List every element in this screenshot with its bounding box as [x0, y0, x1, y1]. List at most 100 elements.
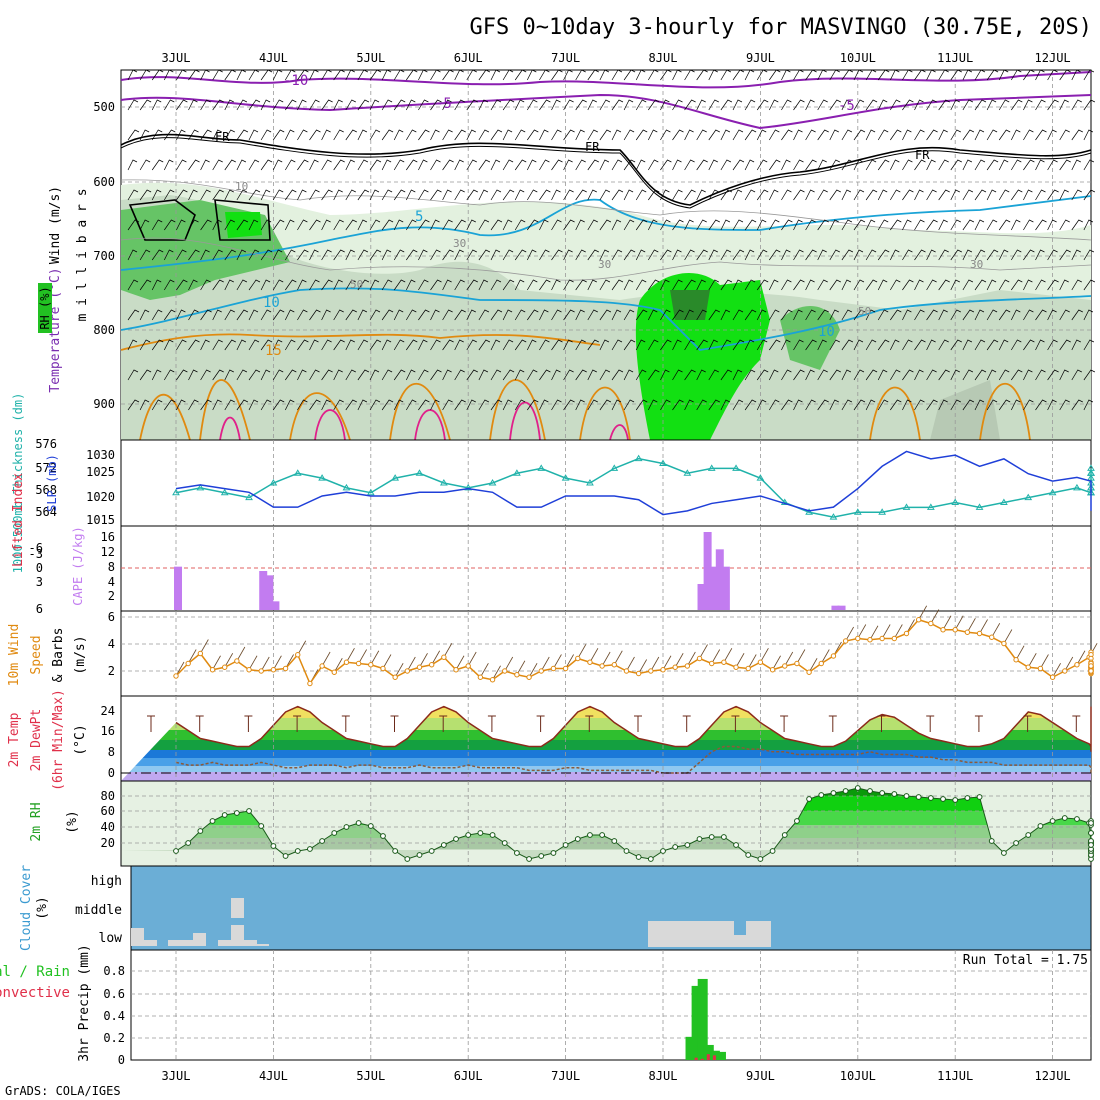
- wind-barb: [684, 339, 695, 351]
- precip-label-b: Convective: [0, 985, 70, 1001]
- axis-tick-label: 1020: [86, 490, 115, 504]
- wind-barb: [224, 249, 236, 261]
- wind-barb: [260, 99, 271, 111]
- wind-barb: [442, 309, 453, 321]
- temp-label-u: (°C): [73, 724, 88, 755]
- wind-barb: [950, 129, 961, 141]
- wind-barb: [188, 219, 199, 231]
- axis-tick-label: 16: [101, 530, 115, 544]
- wind-barb: [732, 69, 745, 81]
- wind10m-point: [331, 669, 337, 675]
- wind-barb: [139, 219, 150, 231]
- wind-barb: [962, 369, 974, 381]
- thickness-point: [1087, 474, 1095, 481]
- wind-barb: [1035, 369, 1046, 381]
- wind-barb: [986, 219, 998, 231]
- wind-barb: [684, 99, 696, 111]
- axis-tick-label: 0.2: [103, 1031, 125, 1045]
- wind-barb: [998, 129, 1011, 141]
- wind-barb: [744, 159, 755, 171]
- wind10m-point: [879, 635, 885, 642]
- wind-barb: [1071, 249, 1081, 261]
- wind-barb: [914, 339, 926, 351]
- wind-barb: [236, 159, 247, 171]
- wind-barb: [309, 159, 319, 171]
- wind-barb: [321, 189, 333, 201]
- rh2m-point: [599, 832, 606, 838]
- wind-barb: [272, 369, 284, 381]
- wind-barb: [526, 279, 538, 291]
- wind-barb: [756, 69, 768, 81]
- wind-barb: [696, 129, 707, 141]
- rh2m-point: [854, 785, 861, 791]
- date-tick-label: 3JUL: [162, 51, 191, 65]
- wind-barb: [769, 249, 781, 261]
- wind-barb: [611, 219, 622, 231]
- wind-barb: [381, 159, 392, 171]
- wind-barb: [877, 249, 890, 261]
- wind-barb: [648, 189, 660, 201]
- wind-barb: [853, 399, 866, 411]
- wind-barb: [551, 339, 563, 351]
- wind-barb: [781, 339, 791, 351]
- wind-barb: [309, 369, 320, 381]
- wind-barb: [442, 339, 454, 351]
- wind-barb: [1035, 219, 1047, 231]
- wind-barb: [768, 219, 780, 231]
- wind-barb: [369, 159, 382, 171]
- thickness-ticks: 576 572 568 564: [35, 437, 57, 519]
- wind-barb: [1035, 129, 1047, 141]
- wind-barb: [575, 189, 587, 201]
- wind-barb: [1010, 309, 1021, 321]
- wind-barb: [817, 279, 828, 291]
- wind-barb: [877, 399, 889, 411]
- wind-barb: [248, 339, 260, 351]
- wind-barb: [490, 249, 501, 261]
- wind-barb: [902, 249, 913, 261]
- wind-barb: [877, 339, 890, 351]
- date-tick-label: 3JUL: [162, 1069, 191, 1083]
- contour-label: 30: [453, 237, 466, 250]
- wind-barb: [781, 399, 793, 411]
- thickness-point: [196, 483, 205, 491]
- wind-barb: [297, 399, 308, 411]
- wind-barb: [817, 339, 827, 351]
- axis-tick-label: 8: [108, 560, 115, 574]
- axis-tick-label: 80: [101, 789, 115, 803]
- rh2m-point: [769, 848, 776, 854]
- wind-barb: [236, 99, 248, 111]
- wind-barb: [599, 339, 610, 351]
- wind-barb: [466, 99, 478, 111]
- wind-label-u: (m/s): [73, 635, 88, 674]
- wind-barb: [393, 279, 406, 291]
- axis-tick-label: 0: [108, 766, 115, 780]
- wind-barb: [430, 369, 442, 381]
- wind-barb: [938, 99, 950, 111]
- wind10m-point: [441, 654, 447, 660]
- wind-barb: [393, 69, 405, 81]
- wind10m-point: [660, 667, 666, 673]
- contour-label: 10: [818, 324, 835, 340]
- wind10m-point: [209, 667, 216, 673]
- wind-barb: [660, 369, 670, 381]
- wind-barb: [732, 99, 743, 111]
- wind-barb: [938, 369, 950, 381]
- wind-barb: [793, 189, 805, 201]
- wind-barb: [526, 369, 538, 381]
- wind-barb: [248, 129, 259, 141]
- wind-barb: [962, 219, 975, 231]
- wind-barb: [781, 159, 791, 171]
- wind-barb: [490, 99, 502, 111]
- wind-barb: [708, 189, 719, 201]
- mid-panel-frame: [120, 439, 1092, 527]
- wind-barb: [466, 399, 476, 411]
- thickness-point: [659, 459, 667, 466]
- wind-barb: [200, 399, 212, 411]
- wind-barb: [890, 219, 902, 231]
- wind-barb: [938, 69, 949, 81]
- wind10m-point: [1074, 662, 1080, 668]
- thickness-point: [391, 474, 400, 481]
- wind10m-point: [343, 659, 350, 665]
